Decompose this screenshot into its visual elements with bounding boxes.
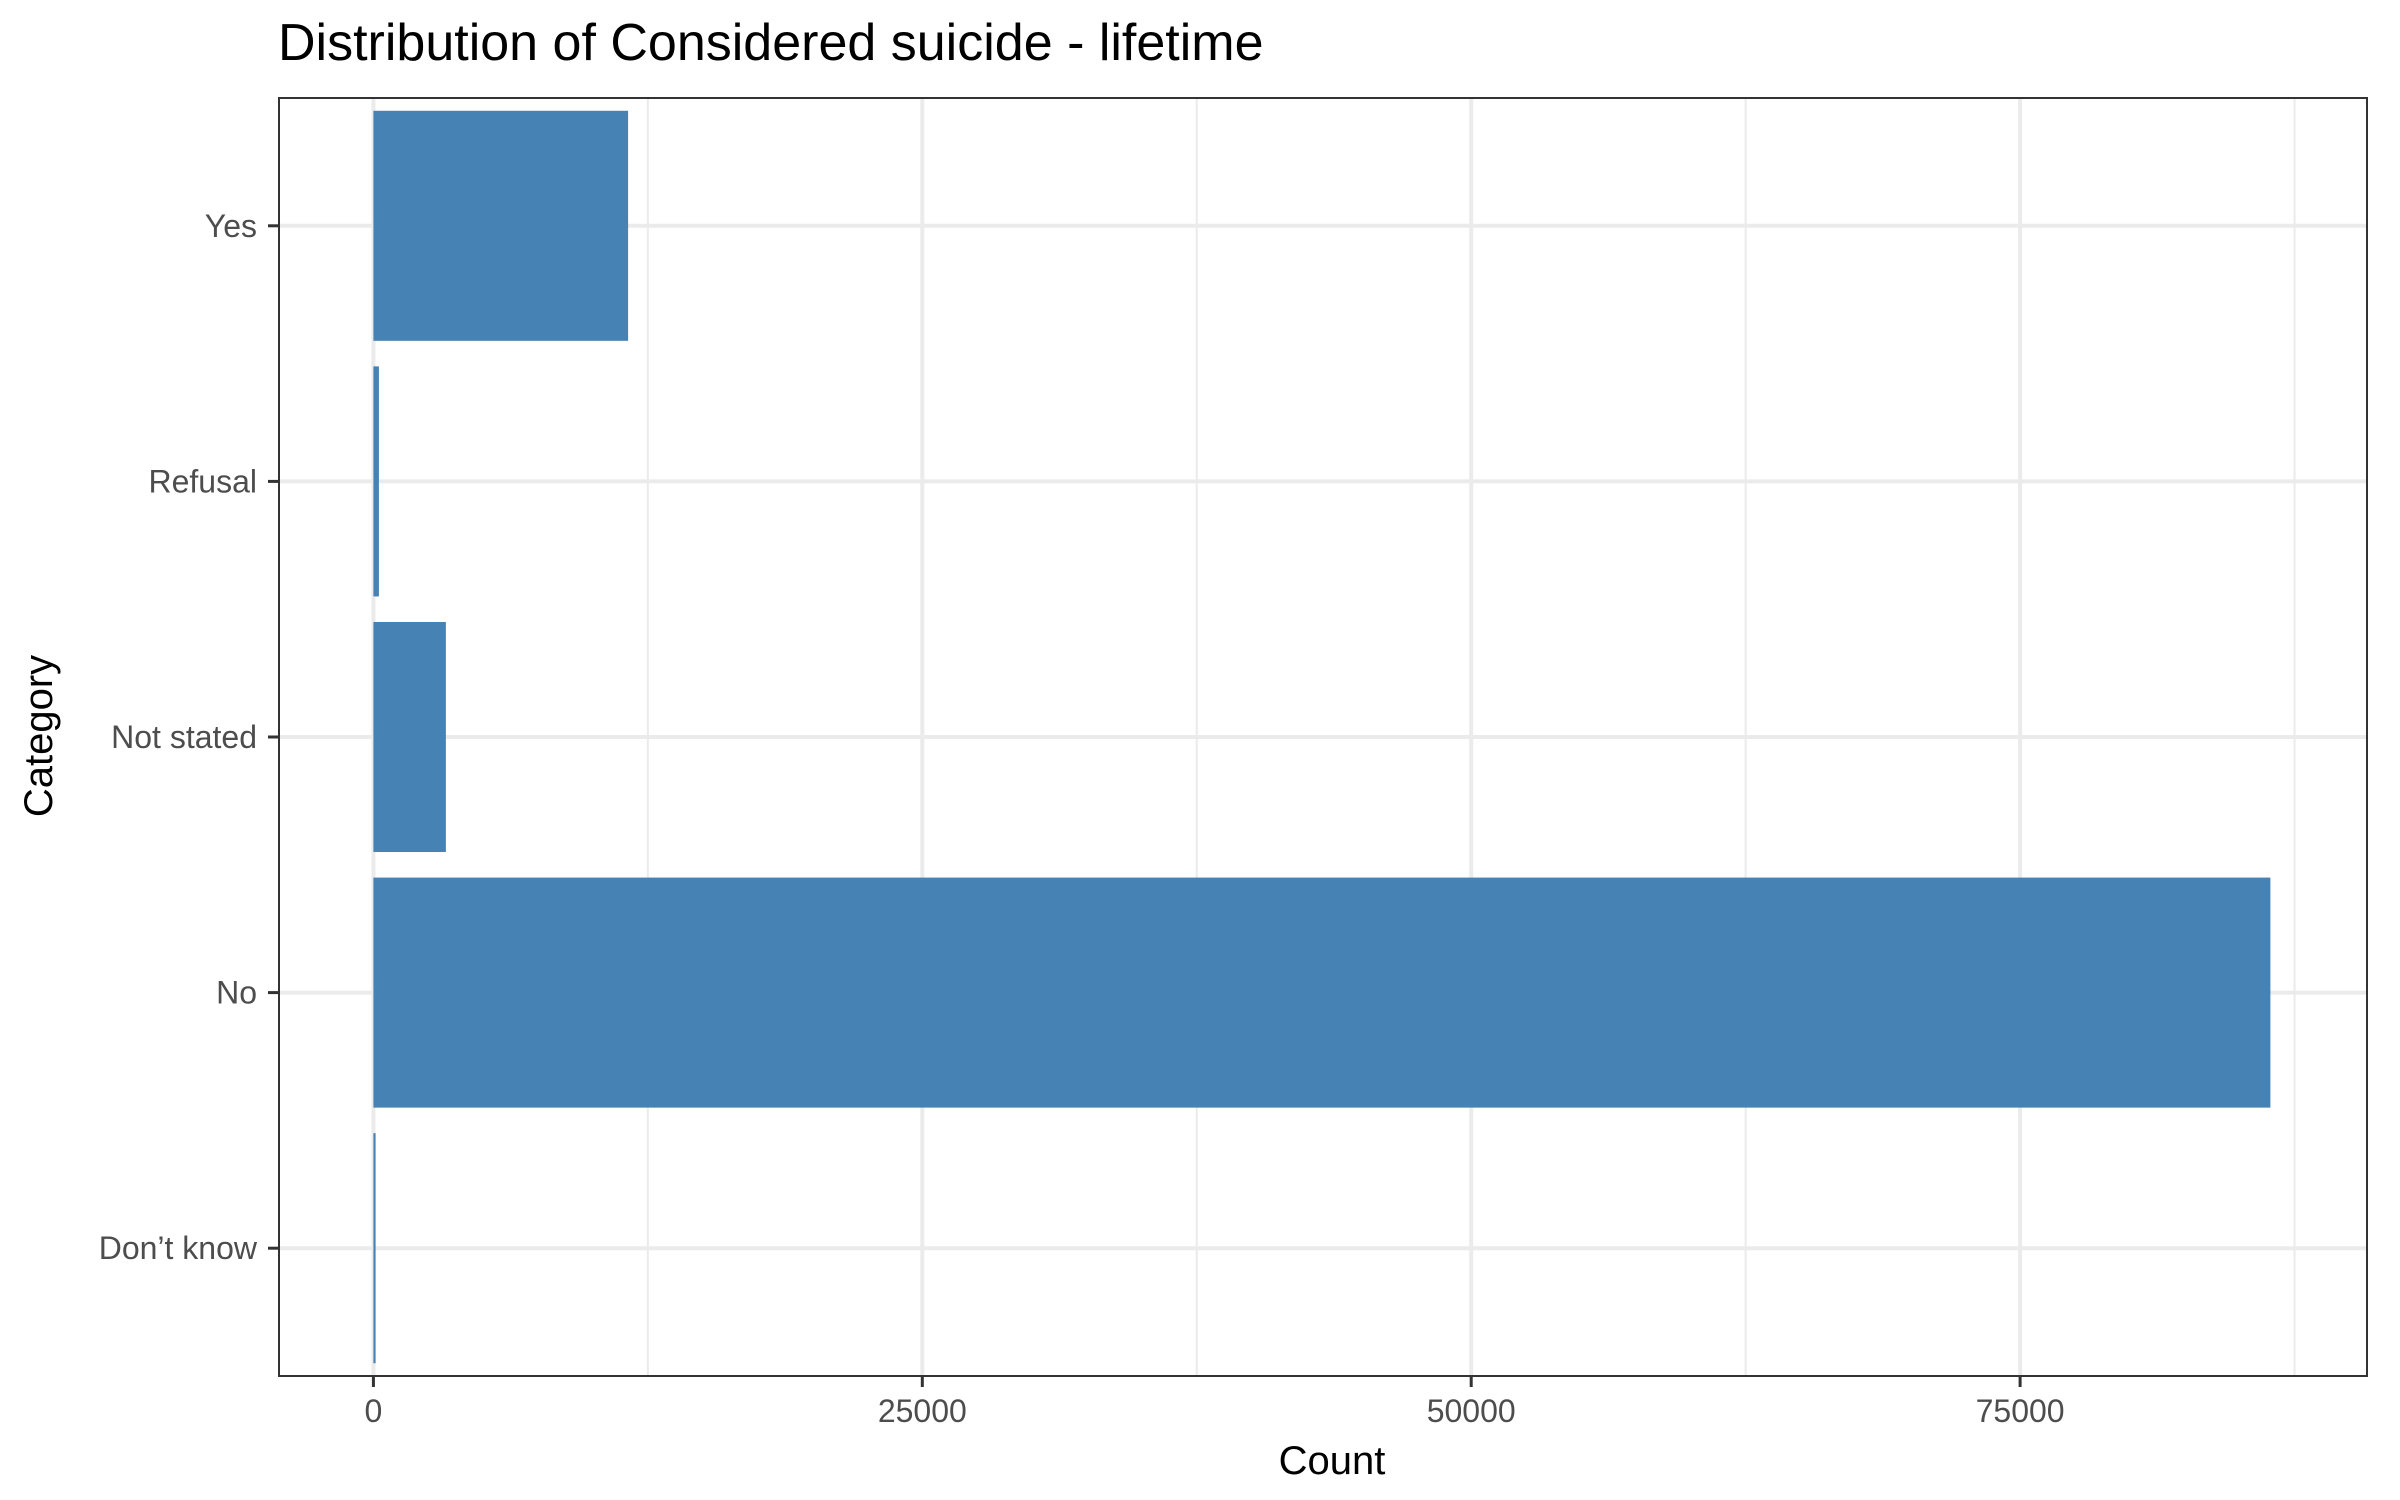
y-tick-label: Not stated: [111, 719, 257, 755]
chart-title: Distribution of Considered suicide - lif…: [278, 14, 1264, 72]
y-tick-label: Yes: [205, 208, 257, 244]
y-axis-title: Category: [17, 655, 61, 817]
y-tick-label: Refusal: [149, 463, 258, 499]
y-tick-label: No: [216, 975, 257, 1011]
bar-yes: [373, 110, 629, 341]
bar-don-t-know: [373, 1133, 376, 1364]
x-axis-title: Count: [1279, 1439, 1386, 1483]
bar-refusal: [373, 366, 379, 597]
x-tick-label: 50000: [1427, 1393, 1516, 1429]
x-tick-label: 25000: [878, 1393, 967, 1429]
x-tick-label: 0: [365, 1393, 383, 1429]
bar-not-stated: [373, 621, 446, 853]
axis-layer: Yes Refusal Not stated No Don’t know 0 25000 50…: [99, 208, 2065, 1429]
bar-layer: [373, 110, 2271, 1364]
y-tick-label: Don’t know: [99, 1230, 258, 1266]
bar-no: [373, 877, 2271, 1108]
x-tick-label: 75000: [1976, 1393, 2065, 1429]
